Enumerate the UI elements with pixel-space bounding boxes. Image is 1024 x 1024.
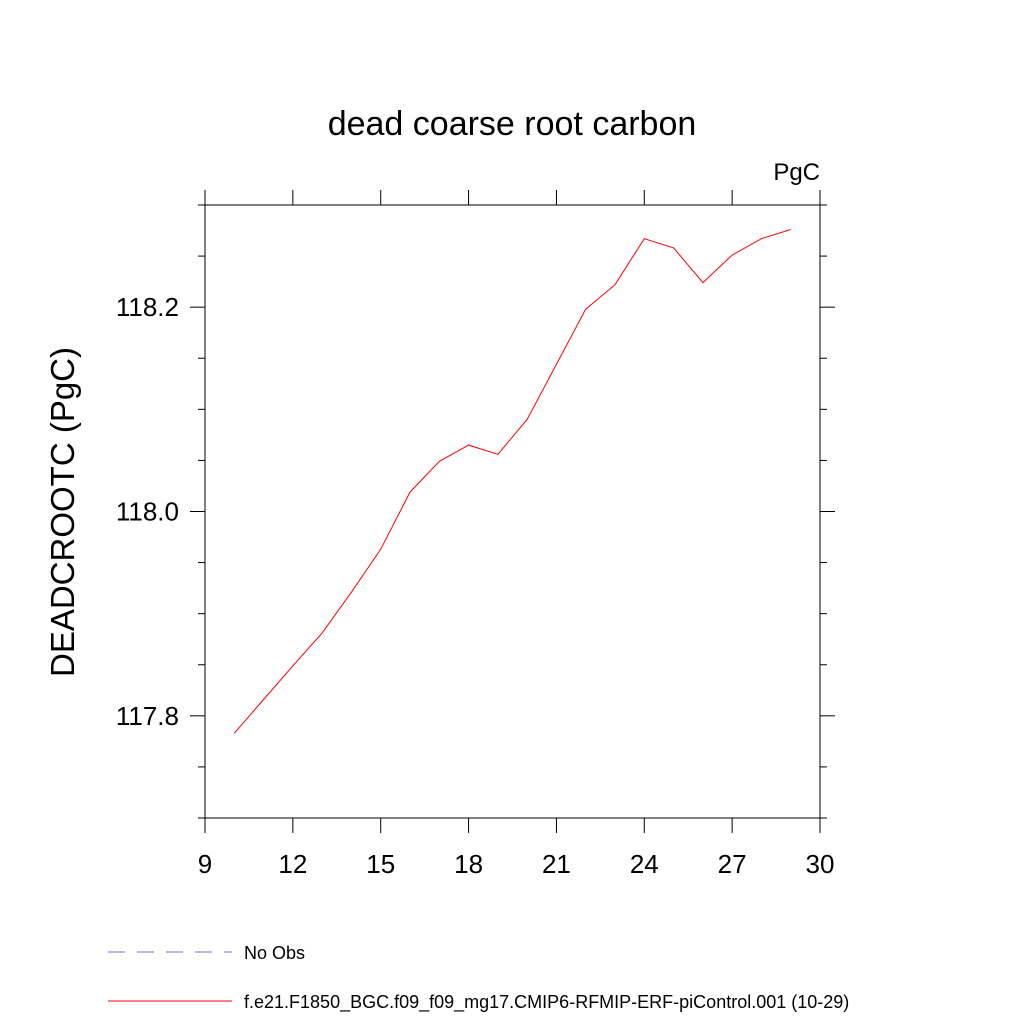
unit-label: PgC xyxy=(773,159,820,186)
tick-labels: 9 12 15 18 21 24 27 30 117.8 118.0 118.2 xyxy=(116,292,835,879)
series-line-0 xyxy=(233,229,791,734)
x-tick-label-9: 9 xyxy=(198,849,212,879)
x-tick-label-18: 18 xyxy=(454,849,483,879)
chart-title: dead coarse root carbon xyxy=(328,105,697,143)
plot-series xyxy=(233,229,791,734)
y-tick-label-118.2: 118.2 xyxy=(116,292,179,322)
x-tick-label-30: 30 xyxy=(806,849,835,879)
legend: No Obs f.e21.F1850_BGC.f09_f09_mg17.CMIP… xyxy=(108,943,849,1013)
legend-label-no-obs: No Obs xyxy=(244,943,305,963)
x-tick-label-15: 15 xyxy=(366,849,395,879)
x-tick-label-27: 27 xyxy=(718,849,747,879)
x-tick-label-21: 21 xyxy=(542,849,571,879)
axis-ticks xyxy=(190,190,835,833)
y-axis-label: DEADCROOTC (PgC) xyxy=(44,347,81,677)
x-tick-label-12: 12 xyxy=(278,849,307,879)
x-tick-label-24: 24 xyxy=(630,849,659,879)
plot-frame xyxy=(204,204,821,819)
y-tick-label-117.8: 117.8 xyxy=(116,701,179,731)
legend-label-series: f.e21.F1850_BGC.f09_f09_mg17.CMIP6-RFMIP… xyxy=(244,992,849,1013)
y-tick-label-118: 118.0 xyxy=(116,497,179,527)
